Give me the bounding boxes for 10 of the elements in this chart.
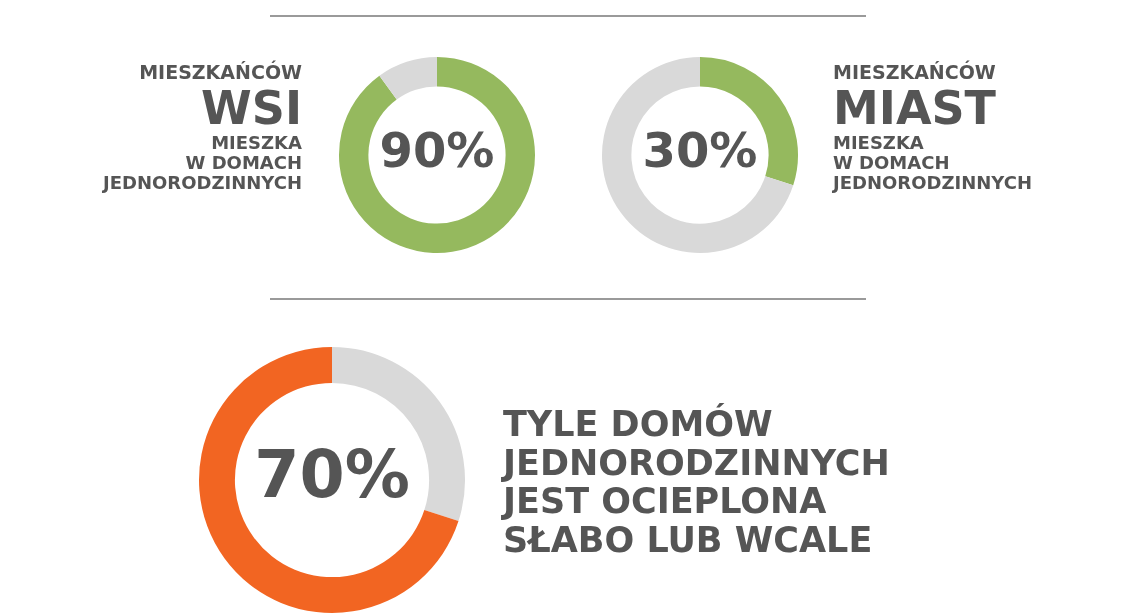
text: TYLE DOMÓW JEDNORODZINNYCH JEST OCIEPLONA SŁABO LUB WCALE	[503, 404, 890, 560]
text: MIESZKAŃCÓW	[833, 61, 997, 83]
text: MIAST	[833, 80, 997, 135]
data-label: 30%	[642, 122, 758, 179]
text: MIESZKAŃCÓW	[138, 61, 302, 83]
data-label: 70%	[254, 436, 410, 512]
text: MIESZKA W DOMACH JEDNORODZINNYCH	[103, 132, 302, 194]
data-label: 90%	[379, 122, 495, 179]
text: WSI	[200, 80, 302, 135]
text: MIESZKA W DOMACH JEDNORODZINNYCH	[833, 132, 1032, 194]
